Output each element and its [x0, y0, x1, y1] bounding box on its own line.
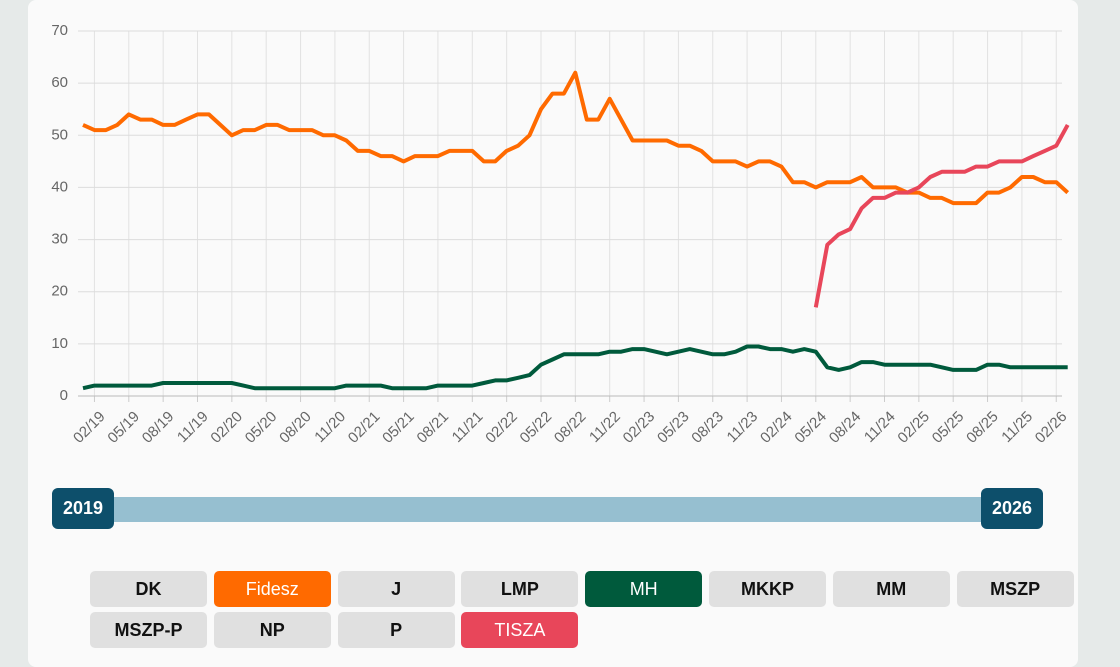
party-button[interactable]: NP [213, 612, 331, 648]
x-tick-label: 11/20 [311, 408, 349, 446]
y-tick-label: 30 [51, 231, 68, 248]
y-tick-label: 0 [60, 387, 68, 404]
slider-handle[interactable] [52, 488, 114, 529]
x-tick-label: 05/21 [379, 408, 418, 447]
x-tick-label: 11/23 [724, 408, 762, 446]
x-tick-label: 08/23 [688, 408, 727, 447]
x-tick-label: 02/20 [207, 408, 246, 447]
x-tick-label: 05/20 [242, 408, 281, 447]
party-button[interactable]: J [337, 571, 455, 607]
x-tick-label: 05/24 [791, 408, 830, 447]
y-tick-label: 20 [51, 283, 68, 300]
party-button[interactable]: TISZA [461, 612, 579, 648]
chart: 02/1905/1908/1911/1902/2005/2008/2011/20… [51, 22, 1071, 529]
party-button[interactable]: Fidesz [213, 571, 331, 607]
x-tick-label: 11/25 [998, 408, 1036, 446]
x-tick-label: 08/21 [414, 408, 453, 447]
party-button[interactable]: LMP [461, 571, 579, 607]
series-line [813, 123, 1070, 308]
party-button[interactable]: MM [832, 571, 950, 607]
x-tick-label: 11/22 [586, 408, 624, 446]
x-tick-label: 08/25 [963, 408, 1002, 447]
party-button[interactable]: MKKP [709, 571, 826, 607]
slider-label: 2019 [63, 498, 103, 518]
x-tick-label: 08/19 [139, 408, 178, 447]
x-tick-label: 02/25 [894, 408, 933, 447]
x-tick-label: 02/21 [345, 408, 384, 447]
party-button[interactable]: DK [90, 571, 207, 607]
party-button[interactable]: P [337, 612, 455, 648]
x-tick-label: 05/23 [654, 408, 693, 447]
y-tick-label: 60 [51, 74, 68, 91]
y-tick-label: 70 [51, 22, 68, 39]
party-button[interactable]: MSZP [956, 571, 1074, 607]
x-tick-label: 08/24 [826, 408, 865, 447]
x-tick-label: 08/22 [551, 408, 590, 447]
x-tick-label: 11/24 [861, 408, 899, 446]
party-button[interactable]: MSZP-P [90, 612, 207, 648]
slider-track [55, 497, 1040, 522]
y-tick-label: 40 [51, 178, 68, 195]
x-tick-label: 02/19 [70, 408, 109, 447]
x-tick-label: 11/21 [449, 408, 487, 446]
x-tick-label: 05/25 [929, 408, 968, 447]
x-tick-label: 02/22 [482, 408, 521, 447]
x-tick-label: 08/20 [276, 408, 315, 447]
x-tick-label: 02/26 [1032, 408, 1071, 447]
y-tick-label: 10 [51, 335, 68, 352]
slider-label: 2026 [992, 498, 1032, 518]
x-tick-label: 02/23 [620, 408, 659, 447]
series-line [82, 344, 1068, 391]
party-button[interactable]: MH [585, 571, 703, 607]
card: 02/19 05/19 08/19 11/19 02/20 05/20 08/20 11/20… [28, 0, 1078, 667]
slider-handle[interactable] [981, 488, 1043, 529]
y-tick-label: 50 [51, 126, 68, 143]
x-tick-label: 05/19 [104, 408, 143, 447]
x-tick-label: 05/22 [517, 408, 556, 447]
x-tick-label: 11/19 [174, 408, 212, 446]
x-tick-label: 02/24 [757, 408, 796, 447]
